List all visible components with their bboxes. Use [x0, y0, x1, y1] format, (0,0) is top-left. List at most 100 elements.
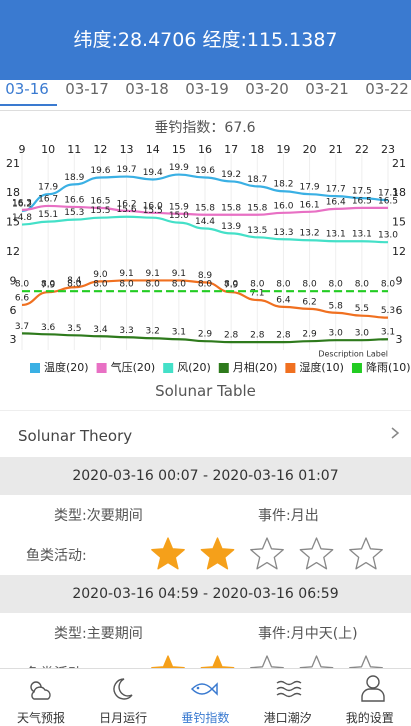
- y2-tick-label: 6: [396, 304, 403, 317]
- x-tick-label: 19: [276, 143, 290, 156]
- y-tick-label: 18: [6, 186, 20, 199]
- data-label: 17.5: [352, 187, 372, 197]
- data-label: 2.9: [198, 330, 213, 340]
- data-label: 6.6: [15, 293, 30, 303]
- data-label: 15.8: [221, 203, 241, 213]
- legend-swatch: [30, 363, 40, 373]
- data-label: 8.0: [119, 280, 134, 290]
- data-label: 18.9: [64, 173, 84, 183]
- date-tab[interactable]: 03-20: [245, 80, 289, 98]
- x-tick-label: 23: [381, 143, 395, 156]
- data-label: 8.0: [172, 280, 187, 290]
- data-label: 19.4: [143, 168, 163, 178]
- data-label: 17.9: [300, 183, 320, 193]
- data-label: 13.0: [378, 231, 398, 241]
- date-tabs: 03-16 03-17 03-18 03-19 03-20 03-21 03-22: [0, 80, 411, 111]
- star-empty: [349, 537, 383, 570]
- series-line: [21, 332, 389, 344]
- period-event: 事件:月出: [258, 508, 319, 524]
- nav-item[interactable]: 天气预报: [0, 669, 82, 726]
- data-label: 16.2: [12, 199, 32, 209]
- data-label: 6.4: [276, 295, 291, 305]
- x-tick-label: 13: [120, 143, 134, 156]
- x-tick-label: 20: [303, 143, 317, 156]
- data-label: 18.2: [273, 180, 293, 190]
- data-label: 18.7: [247, 175, 267, 185]
- data-label: 8.9: [198, 271, 213, 281]
- data-label: 8.0: [302, 280, 317, 290]
- data-label: 7.9: [41, 281, 56, 291]
- data-label: 8.0: [276, 280, 291, 290]
- nav-item[interactable]: 垂钓指数: [164, 669, 246, 726]
- y-tick-label: 3: [10, 333, 17, 346]
- data-label: 2.9: [302, 330, 317, 340]
- data-label: 16.5: [90, 196, 110, 206]
- nav-item[interactable]: 港口潮汐: [247, 669, 329, 726]
- data-label: 8.0: [146, 280, 161, 290]
- date-tab[interactable]: 03-17: [65, 80, 109, 98]
- data-label: 8.0: [329, 280, 344, 290]
- data-label: 7.9: [224, 281, 239, 291]
- date-tab[interactable]: 03-16: [0, 80, 57, 106]
- data-label: 3.0: [355, 329, 370, 339]
- icon-weather: [30, 681, 51, 700]
- date-tab[interactable]: 03-21: [305, 80, 349, 98]
- x-tick-label: 12: [93, 143, 107, 156]
- data-label: 16.4: [326, 197, 346, 207]
- nav-item[interactable]: 日月运行: [82, 669, 164, 726]
- y2-tick-label: 9: [396, 274, 403, 287]
- legend-label: 温度(20): [44, 360, 89, 374]
- period-time: 2020-03-16 00:07 - 2020-03-16 01:07: [0, 457, 411, 495]
- nav-label: 我的设置: [345, 711, 394, 725]
- annotation: Description Label: [318, 350, 388, 359]
- icon-fish: [190, 682, 218, 696]
- theory-row[interactable]: Solunar Theory: [0, 410, 411, 459]
- y-tick-label: 12: [6, 245, 20, 258]
- x-tick-label: 15: [172, 143, 186, 156]
- data-label: 15.1: [38, 210, 58, 220]
- nav-item[interactable]: 我的设置: [329, 669, 411, 726]
- data-label: 5.3: [381, 306, 395, 316]
- data-label: 19.9: [169, 163, 189, 173]
- data-label: 19.2: [221, 170, 241, 180]
- legend-swatch: [285, 363, 296, 373]
- data-label: 19.7: [117, 165, 137, 175]
- x-tick-label: 22: [355, 143, 369, 156]
- data-label: 16.7: [38, 194, 58, 204]
- icon-tide: [276, 680, 302, 698]
- data-label: 6.2: [302, 297, 316, 307]
- data-label: 2.8: [250, 331, 265, 341]
- star-empty: [299, 537, 334, 570]
- data-label: 16.6: [64, 195, 84, 205]
- data-label: 15.8: [247, 203, 267, 213]
- data-label: 9.1: [172, 269, 186, 279]
- legend-label: 月相(20): [233, 361, 278, 374]
- data-label: 3.1: [381, 328, 395, 338]
- x-tick-label: 10: [41, 143, 55, 156]
- data-label: 14.4: [195, 217, 215, 227]
- data-label: 17.9: [38, 183, 58, 193]
- legend-label: 风(20): [177, 361, 211, 374]
- date-tab[interactable]: 03-22: [365, 80, 409, 98]
- data-label: 8.0: [15, 280, 30, 290]
- period-event: 事件:月中天(上): [258, 626, 358, 642]
- series-line: [21, 204, 388, 216]
- data-label: 13.1: [326, 230, 346, 240]
- date-tab[interactable]: 03-18: [125, 80, 169, 98]
- series-line: [21, 279, 389, 319]
- data-label: 9.0: [93, 270, 108, 280]
- x-tick-label: 11: [67, 143, 81, 156]
- data-label: 2.8: [224, 331, 239, 341]
- data-label: 13.9: [221, 222, 241, 232]
- data-label: 15.8: [195, 203, 215, 213]
- nav-label: 港口潮汐: [263, 711, 312, 725]
- bottom-nav: 天气预报 日月运行 垂钓指数 港口潮汐 我的设置: [0, 668, 411, 726]
- period-type: 类型:主要期间: [54, 626, 143, 642]
- data-label: 3.0: [329, 329, 344, 339]
- data-label: 3.5: [67, 324, 81, 334]
- data-label: 3.4: [93, 325, 108, 335]
- data-label: 16.5: [378, 196, 398, 206]
- data-label: 8.0: [224, 280, 239, 290]
- data-label: 17.7: [326, 185, 346, 195]
- date-tab[interactable]: 03-19: [185, 80, 229, 98]
